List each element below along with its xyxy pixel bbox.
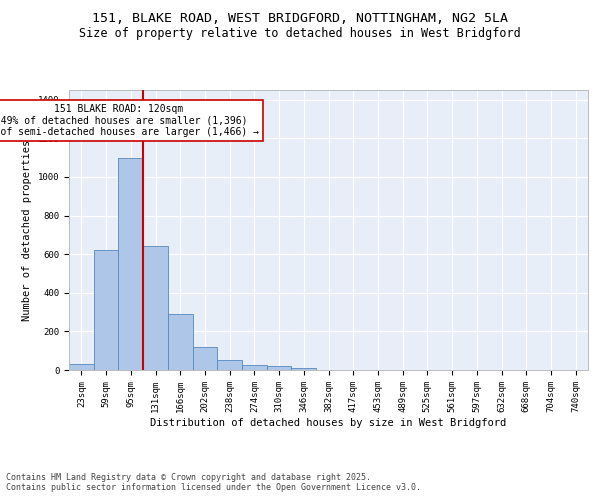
Bar <box>242 365 267 370</box>
Bar <box>193 347 217 370</box>
Bar <box>168 314 193 370</box>
Bar <box>69 364 94 370</box>
Bar <box>143 246 168 370</box>
Text: 151, BLAKE ROAD, WEST BRIDGFORD, NOTTINGHAM, NG2 5LA: 151, BLAKE ROAD, WEST BRIDGFORD, NOTTING… <box>92 12 508 26</box>
Y-axis label: Number of detached properties: Number of detached properties <box>22 140 32 320</box>
Text: Size of property relative to detached houses in West Bridgford: Size of property relative to detached ho… <box>79 28 521 40</box>
X-axis label: Distribution of detached houses by size in West Bridgford: Distribution of detached houses by size … <box>151 418 506 428</box>
Text: 151 BLAKE ROAD: 120sqm
← 49% of detached houses are smaller (1,396)
51% of semi-: 151 BLAKE ROAD: 120sqm ← 49% of detached… <box>0 104 259 136</box>
Bar <box>217 360 242 370</box>
Bar <box>94 250 118 370</box>
Bar <box>292 368 316 370</box>
Text: Contains HM Land Registry data © Crown copyright and database right 2025.
Contai: Contains HM Land Registry data © Crown c… <box>6 473 421 492</box>
Bar <box>118 158 143 370</box>
Bar <box>267 366 292 370</box>
